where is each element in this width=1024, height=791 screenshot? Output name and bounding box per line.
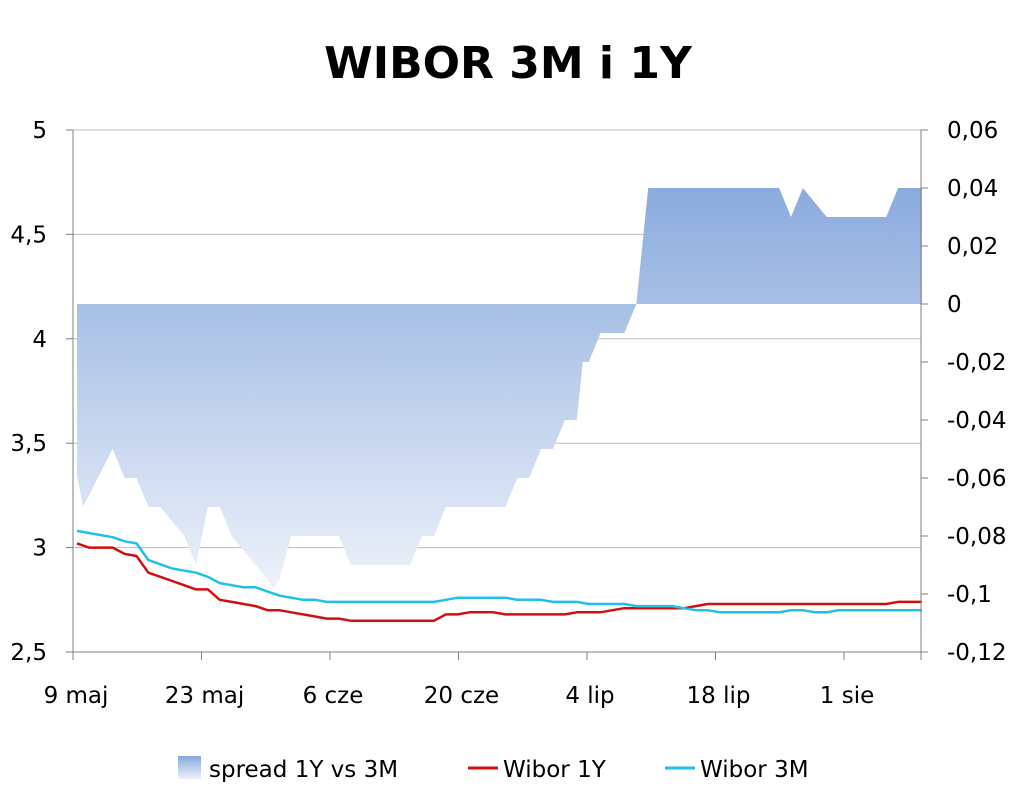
right-tick-label: -0,1 xyxy=(947,582,992,608)
x-tick-label: 18 lip xyxy=(687,683,751,709)
left-tick-label: 3 xyxy=(32,536,47,562)
chart-title: WIBOR 3M i 1Y xyxy=(324,38,693,89)
left-tick-label: 3,5 xyxy=(10,431,47,457)
series-line-wibor-3m xyxy=(76,529,922,614)
right-tick-label: -0,12 xyxy=(947,640,1007,666)
left-tick-label: 4 xyxy=(32,327,47,353)
rate-lines-layer xyxy=(76,529,922,622)
series-line-wibor-1y xyxy=(76,542,922,622)
right-tick-label: 0 xyxy=(947,292,962,318)
legend-label-spread: spread 1Y vs 3M xyxy=(209,757,398,783)
axes xyxy=(66,129,928,660)
left-tick-label: 4,5 xyxy=(10,222,47,248)
legend-label-wibor-1y: Wibor 1Y xyxy=(503,757,607,783)
x-tick-label: 4 lip xyxy=(565,683,614,709)
x-tick-label: 6 cze xyxy=(303,683,364,709)
right-tick-label: 0,02 xyxy=(947,234,998,260)
right-tick-label: -0,04 xyxy=(947,408,1007,434)
left-axis-ticks: 5 4,5 4 3,5 3 2,5 xyxy=(10,118,47,666)
x-axis-ticks: 9 maj 23 maj 6 cze 20 cze 4 lip 18 lip 1 sie xyxy=(44,683,875,709)
spread-area-layer xyxy=(77,188,922,589)
right-tick-label: -0,06 xyxy=(947,466,1007,492)
x-tick-label: 20 cze xyxy=(424,683,499,709)
x-tick-label: 23 maj xyxy=(165,683,244,709)
legend-swatch-spread xyxy=(178,756,201,779)
right-tick-label: 0,04 xyxy=(947,176,998,202)
left-tick-label: 5 xyxy=(32,118,47,144)
spread-area xyxy=(77,188,922,589)
x-tick-label: 1 sie xyxy=(820,683,874,709)
legend-label-wibor-3m: Wibor 3M xyxy=(700,757,809,783)
right-axis-ticks: 0,06 0,04 0,02 0 -0,02 -0,04 -0,06 -0,08 -0,1 -0,… xyxy=(947,118,1007,666)
left-tick-label: 2,5 xyxy=(10,640,47,666)
x-tick-label: 9 maj xyxy=(44,683,109,709)
right-tick-label: 0,06 xyxy=(947,118,998,144)
legend: spread 1Y vs 3M Wibor 1Y Wibor 3M xyxy=(178,756,809,783)
right-tick-label: -0,02 xyxy=(947,350,1007,376)
right-tick-label: -0,08 xyxy=(947,524,1007,550)
